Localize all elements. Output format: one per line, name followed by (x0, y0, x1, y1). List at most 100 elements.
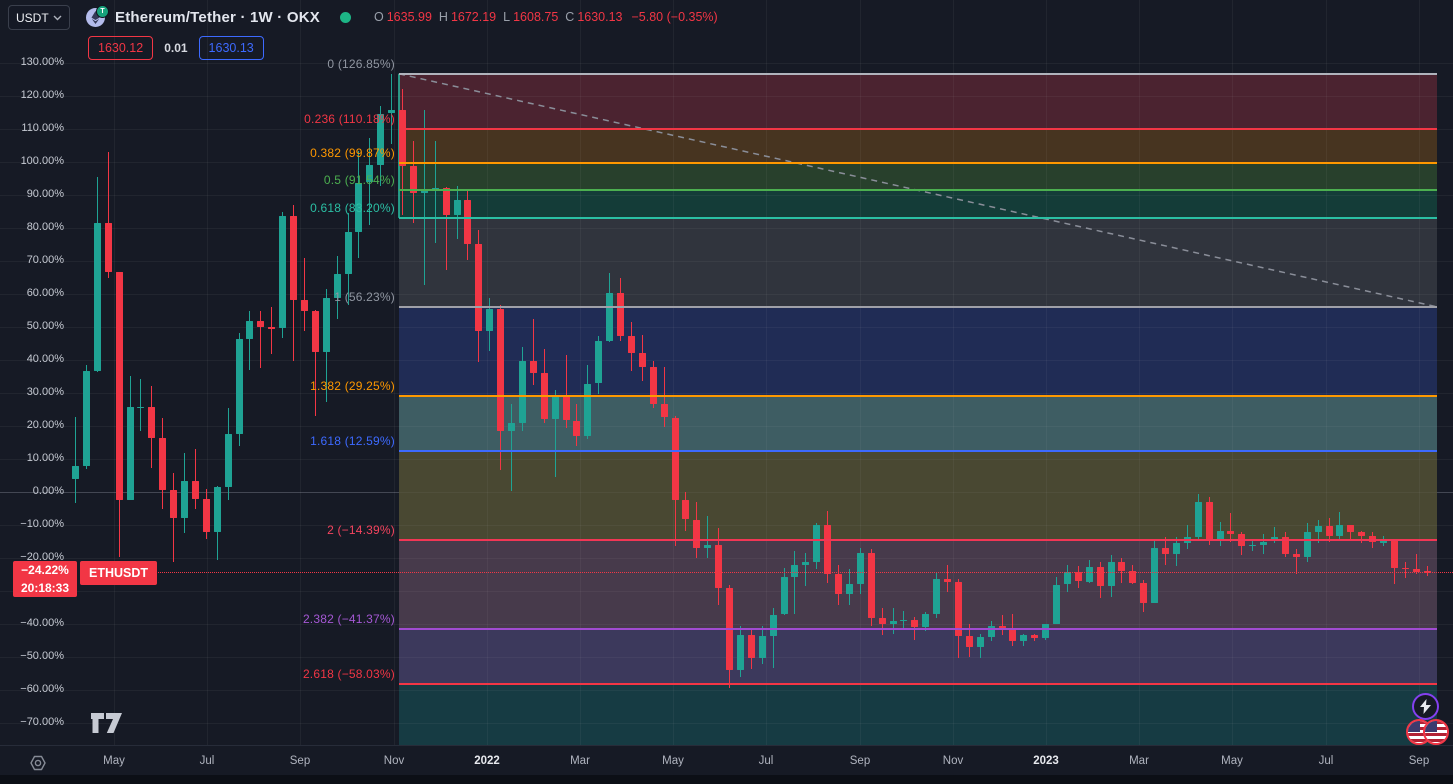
fib-level-line[interactable] (399, 189, 1437, 192)
candle-wick[interactable] (1034, 633, 1036, 642)
time-scale-tick[interactable]: Sep (289, 755, 311, 767)
price-scale-tick[interactable]: 60.00% (26, 287, 64, 300)
candle-body[interactable] (268, 327, 276, 329)
candle-body[interactable] (682, 500, 690, 520)
candle-body[interactable] (987, 626, 995, 637)
candle-wick[interactable] (1241, 532, 1243, 556)
price-scale-tick[interactable]: 80.00% (26, 221, 64, 234)
candle-wick[interactable] (1230, 512, 1232, 542)
price-scale-tick[interactable]: −40.00% (20, 617, 64, 630)
fib-level-line[interactable] (399, 682, 1437, 685)
time-scale-tick[interactable]: Jul (758, 755, 774, 767)
candle-body[interactable] (649, 366, 657, 404)
candle-wick[interactable] (936, 573, 938, 619)
candle-wick[interactable] (914, 616, 916, 640)
candle-body[interactable] (1336, 525, 1344, 537)
candle-body[interactable] (497, 308, 505, 432)
candle-wick[interactable] (543, 349, 545, 424)
candle-body[interactable] (791, 564, 799, 577)
candle-wick[interactable] (489, 297, 491, 352)
candle-wick[interactable] (630, 322, 632, 372)
candle-body[interactable] (508, 423, 515, 432)
candle-wick[interactable] (336, 256, 338, 320)
candle-body[interactable] (1358, 532, 1366, 536)
price-scale-tick[interactable]: 120.00% (20, 89, 64, 102)
fib-level-label[interactable]: 1.618 (12.59%) (310, 433, 395, 448)
candle-body[interactable] (159, 437, 167, 491)
fib-level-label[interactable]: 0.5 (91.54%) (323, 173, 395, 188)
candle-wick[interactable] (1219, 521, 1221, 547)
candle-wick[interactable] (794, 550, 796, 614)
candle-body[interactable] (1063, 572, 1071, 585)
candle-wick[interactable] (1295, 549, 1297, 574)
candle-wick[interactable] (772, 607, 774, 668)
candle-wick[interactable] (129, 375, 131, 500)
candle-body[interactable] (1031, 635, 1039, 639)
candle-body[interactable] (638, 352, 646, 367)
candle-body[interactable] (1194, 501, 1202, 537)
candle-body[interactable] (976, 636, 984, 648)
candle-wick[interactable] (282, 211, 284, 339)
candle-wick[interactable] (761, 626, 763, 665)
candle-body[interactable] (769, 614, 777, 636)
candle-body[interactable] (965, 635, 973, 648)
candle-body[interactable] (388, 109, 396, 114)
candle-body[interactable] (1281, 536, 1289, 554)
candle-body[interactable] (1172, 543, 1180, 554)
candle-body[interactable] (715, 544, 723, 588)
lightning-bolt-button[interactable] (1412, 693, 1439, 720)
candle-wick[interactable] (75, 416, 76, 504)
candle-body[interactable] (300, 299, 308, 311)
candle-body[interactable] (845, 583, 853, 594)
time-scale-tick[interactable]: May (103, 755, 125, 767)
candle-wick[interactable] (107, 151, 109, 279)
bid-price-box[interactable]: 1630.12 (88, 36, 154, 60)
candle-body[interactable] (835, 573, 842, 594)
fib-level-line[interactable] (399, 305, 1437, 308)
candle-body[interactable] (1271, 536, 1278, 542)
candle-wick[interactable] (750, 629, 752, 669)
candle-body[interactable] (399, 109, 406, 167)
candle-body[interactable] (1140, 583, 1148, 603)
candle-body[interactable] (257, 321, 265, 328)
pane-settings-gear-icon[interactable] (28, 753, 48, 773)
fib-level-label[interactable]: 0 (126.85%) (327, 56, 395, 71)
fib-level-label[interactable]: 0.618 (83.20%) (310, 200, 395, 215)
candle-body[interactable] (115, 272, 123, 500)
price-scale-tick[interactable]: 40.00% (26, 353, 64, 366)
candle-wick[interactable] (729, 584, 730, 688)
candle-body[interactable] (573, 420, 581, 436)
candle-body[interactable] (856, 552, 864, 584)
candle-body[interactable] (1380, 540, 1387, 543)
candle-wick[interactable] (118, 272, 120, 558)
candle-body[interactable] (1085, 567, 1093, 582)
candle-wick[interactable] (511, 403, 512, 491)
candle-body[interactable] (900, 619, 908, 622)
candle-wick[interactable] (1404, 561, 1406, 579)
candle-wick[interactable] (1339, 511, 1341, 539)
tradingview-logo[interactable] (90, 712, 124, 734)
symbol-price-badge[interactable]: ETHUSDT (80, 561, 158, 585)
time-scale-tick[interactable]: May (662, 755, 684, 767)
candle-wick[interactable] (990, 621, 992, 642)
candle-wick[interactable] (1361, 531, 1363, 543)
candle-wick[interactable] (173, 472, 175, 562)
candle-wick[interactable] (598, 336, 600, 395)
price-scale-tick[interactable]: 10.00% (26, 452, 64, 465)
candle-wick[interactable] (1132, 564, 1134, 585)
candle-body[interactable] (1074, 572, 1082, 582)
candle-wick[interactable] (1393, 538, 1395, 585)
candle-body[interactable] (1096, 567, 1104, 587)
candle-wick[interactable] (587, 365, 589, 439)
chart-legend-title-row[interactable]: T Ethereum/Tether · 1W · OKX (86, 4, 351, 30)
candle-wick[interactable] (565, 354, 567, 429)
candle-wick[interactable] (609, 273, 611, 343)
candle-wick[interactable] (96, 176, 98, 372)
candle-wick[interactable] (957, 578, 959, 659)
fib-level-label[interactable]: 2.382 (−41.37%) (302, 611, 395, 626)
candle-wick[interactable] (892, 607, 894, 634)
candle-wick[interactable] (184, 452, 185, 534)
candle-body[interactable] (290, 216, 297, 300)
ask-price-box[interactable]: 1630.13 (198, 36, 264, 60)
candle-wick[interactable] (347, 212, 349, 306)
